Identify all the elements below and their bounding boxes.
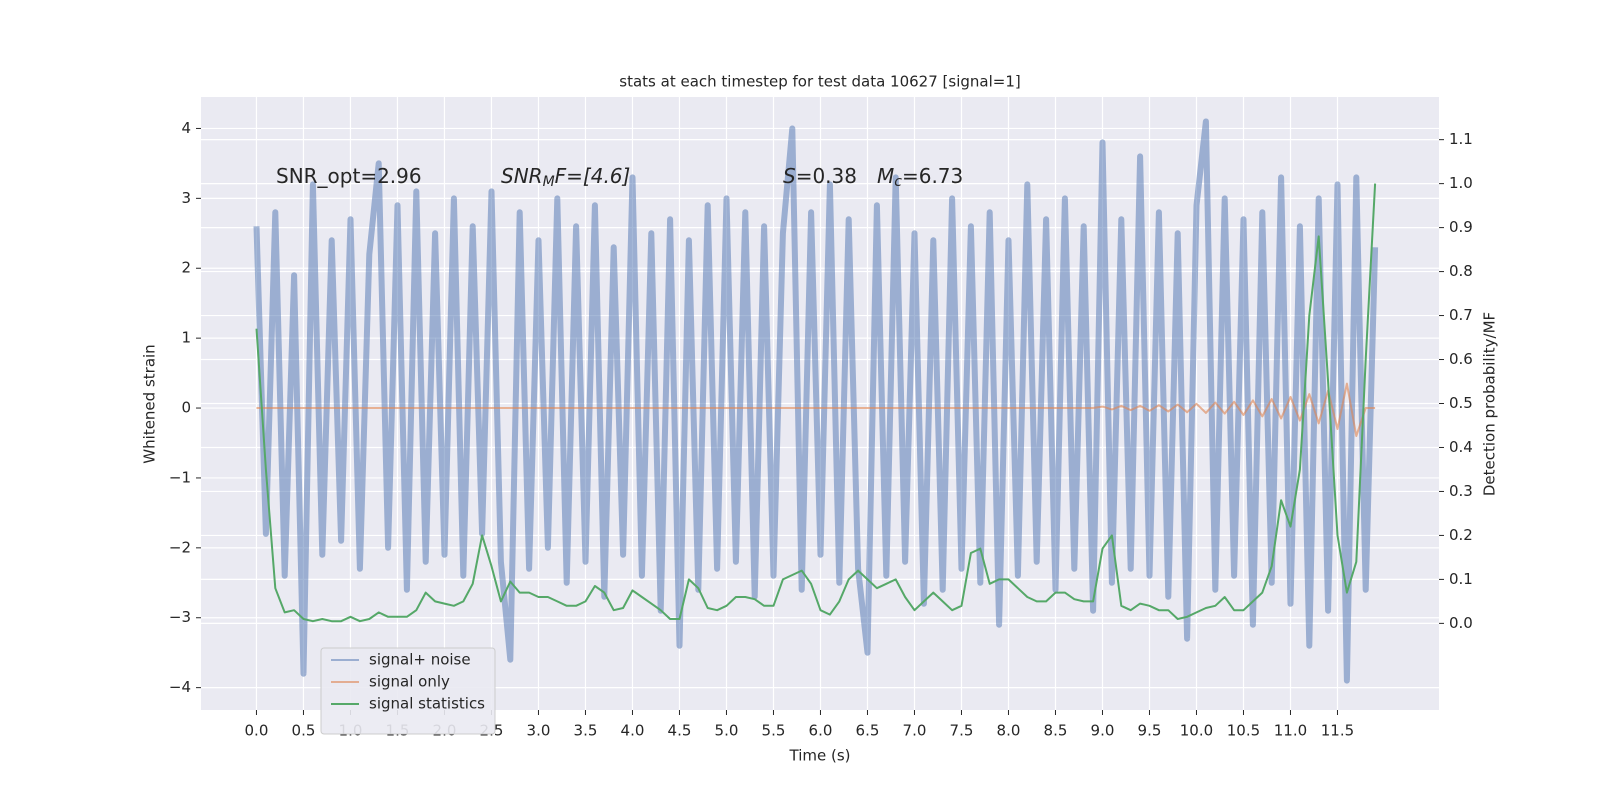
series-line <box>253 118 1379 684</box>
annotation-symbol: M <box>877 164 894 188</box>
y-tick-label: −4 <box>169 678 191 696</box>
x-tick-label: 9.5 <box>1138 722 1162 740</box>
x-tick-label: 5.5 <box>762 722 786 740</box>
x-tick-label: 11.5 <box>1321 722 1354 740</box>
y-axis-label: Whitened strain <box>141 344 159 463</box>
y2-tick-label: 0.5 <box>1449 394 1473 412</box>
y2-tick-label: 0.3 <box>1449 482 1473 500</box>
x-tick-label: 10.0 <box>1180 722 1213 740</box>
y-tick-label: 0 <box>181 399 191 417</box>
y2-tick-label: 1.0 <box>1449 174 1473 192</box>
x-tick-label: 7.0 <box>903 722 927 740</box>
legend-box <box>320 647 496 735</box>
x-tick-label: 4.0 <box>621 722 645 740</box>
annotation: SNRMF=[4.6] <box>501 164 630 191</box>
x-tick-label: 11.0 <box>1274 722 1307 740</box>
annotation-symbol: S <box>783 164 796 188</box>
annotation: Mc=6.73 <box>877 164 963 191</box>
y-tick-label: −2 <box>169 538 191 556</box>
annotation-text: F=[4.6] <box>555 164 631 188</box>
annotation-subscript: c <box>894 174 902 190</box>
x-tick-label: 4.5 <box>668 722 692 740</box>
x-axis-label: Time (s) <box>789 747 851 765</box>
y2-tick-label: 0.0 <box>1449 614 1473 632</box>
y2-tick-label: 1.1 <box>1449 130 1473 148</box>
y2-tick-label: 0.9 <box>1449 218 1473 236</box>
annotation-text: =0.38 <box>796 164 857 188</box>
y2-tick-label: 0.1 <box>1449 570 1473 588</box>
y-tick-label: 4 <box>181 119 191 137</box>
annotation-text: =6.73 <box>902 164 963 188</box>
legend-label: signal statistics <box>369 695 485 713</box>
x-tick-label: 8.5 <box>1044 722 1068 740</box>
legend-label: signal only <box>369 673 450 691</box>
y-tick-label: −3 <box>169 608 191 626</box>
y2-tick-label: 0.6 <box>1449 350 1473 368</box>
x-tick-label: 7.5 <box>950 722 974 740</box>
annotation-text: SNR_opt=2.96 <box>276 164 422 188</box>
y2-tick-label: 0.8 <box>1449 262 1473 280</box>
y-tick-label: 2 <box>181 259 191 277</box>
x-tick-label: 0.5 <box>292 722 316 740</box>
y2-tick-label: 0.7 <box>1449 306 1473 324</box>
x-tick-label: 8.0 <box>997 722 1021 740</box>
x-tick-label: 0.0 <box>245 722 269 740</box>
series-line <box>256 382 1376 437</box>
y-tick-label: −1 <box>169 468 191 486</box>
annotation: SNR_opt=2.96 <box>276 164 422 188</box>
y2-axis-label: Detection probability/MF <box>1481 312 1499 496</box>
legend-label: signal+ noise <box>369 651 471 669</box>
annotation-subscript: M <box>543 174 555 190</box>
x-tick-label: 10.5 <box>1227 722 1260 740</box>
series-line <box>255 183 1377 623</box>
y-tick-label: 1 <box>181 329 191 347</box>
annotation: S=0.38 <box>783 164 857 188</box>
x-tick-label: 6.0 <box>809 722 833 740</box>
y2-tick-label: 0.2 <box>1449 526 1473 544</box>
x-tick-label: 6.5 <box>856 722 880 740</box>
x-tick-label: 3.5 <box>574 722 598 740</box>
x-tick-label: 5.0 <box>715 722 739 740</box>
x-tick-label: 3.0 <box>527 722 551 740</box>
chart-title: stats at each timestep for test data 106… <box>619 73 1020 91</box>
y2-tick-label: 0.4 <box>1449 438 1473 456</box>
y-tick-label: 3 <box>181 189 191 207</box>
annotation-symbol: SNR <box>501 164 543 188</box>
x-tick-label: 9.0 <box>1091 722 1115 740</box>
